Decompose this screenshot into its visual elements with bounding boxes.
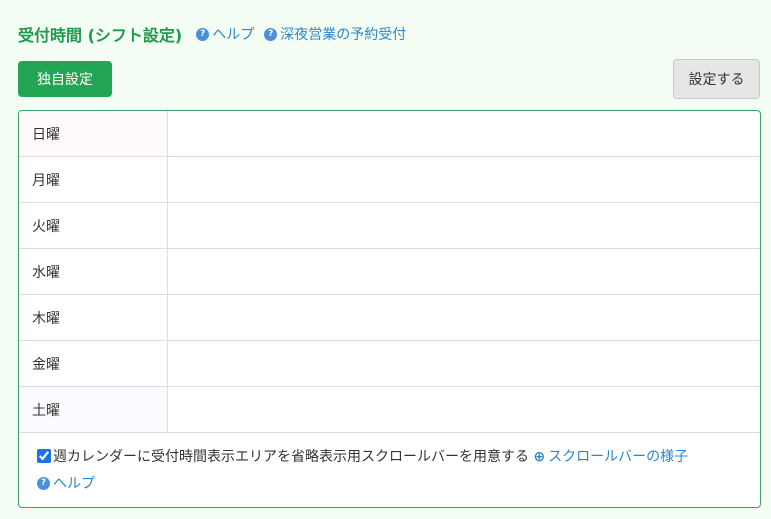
header: 受付時間 (シフト設定) ? ヘルプ ? 深夜営業の予約受付 <box>18 22 406 46</box>
day-shift-cell[interactable] <box>168 111 760 156</box>
day-shift-cell[interactable] <box>168 157 760 202</box>
day-row: 木曜 <box>19 295 760 341</box>
day-row: 月曜 <box>19 157 760 203</box>
late-night-link[interactable]: ? 深夜営業の予約受付 <box>264 24 406 44</box>
day-row: 土曜 <box>19 387 760 433</box>
scrollbar-preview-link[interactable]: ⊕ スクロールバーの様子 <box>533 445 688 469</box>
day-shift-cell[interactable] <box>168 295 760 340</box>
day-row: 火曜 <box>19 203 760 249</box>
day-label: 水曜 <box>19 249 168 294</box>
page-title: 受付時間 (シフト設定) <box>18 26 183 45</box>
apply-button[interactable]: 設定する <box>673 59 760 99</box>
help-icon: ? <box>196 27 210 41</box>
day-shift-cell[interactable] <box>168 203 760 248</box>
shift-table: 日曜 月曜 火曜 水曜 木曜 金曜 土曜 週カレンダーに受付時間表示エリアを省略表示用スクロ… <box>18 110 761 508</box>
help-link[interactable]: ? ヘルプ <box>196 24 254 44</box>
day-label: 木曜 <box>19 295 168 340</box>
help-icon: ? <box>264 27 278 41</box>
checkbox-label[interactable]: 週カレンダーに受付時間表示エリアを省略表示用スクロールバーを用意する <box>53 449 529 465</box>
day-label: 土曜 <box>19 387 168 432</box>
day-shift-cell[interactable] <box>168 387 760 432</box>
day-row: 日曜 <box>19 111 760 157</box>
day-label: 日曜 <box>19 111 168 156</box>
day-label: 金曜 <box>19 341 168 386</box>
footer-help-link[interactable]: ? ヘルプ <box>37 472 95 496</box>
scrollbar-option: 週カレンダーに受付時間表示エリアを省略表示用スクロールバーを用意する ⊕ スクロー… <box>19 433 760 496</box>
day-shift-cell[interactable] <box>168 341 760 386</box>
day-row: 金曜 <box>19 341 760 387</box>
custom-setting-button[interactable]: 独自設定 <box>18 61 112 97</box>
zoom-icon: ⊕ <box>533 449 546 465</box>
day-label: 火曜 <box>19 203 168 248</box>
day-shift-cell[interactable] <box>168 249 760 294</box>
scrollbar-checkbox[interactable] <box>37 449 51 463</box>
day-row: 水曜 <box>19 249 760 295</box>
help-icon: ? <box>37 477 50 490</box>
day-label: 月曜 <box>19 157 168 202</box>
